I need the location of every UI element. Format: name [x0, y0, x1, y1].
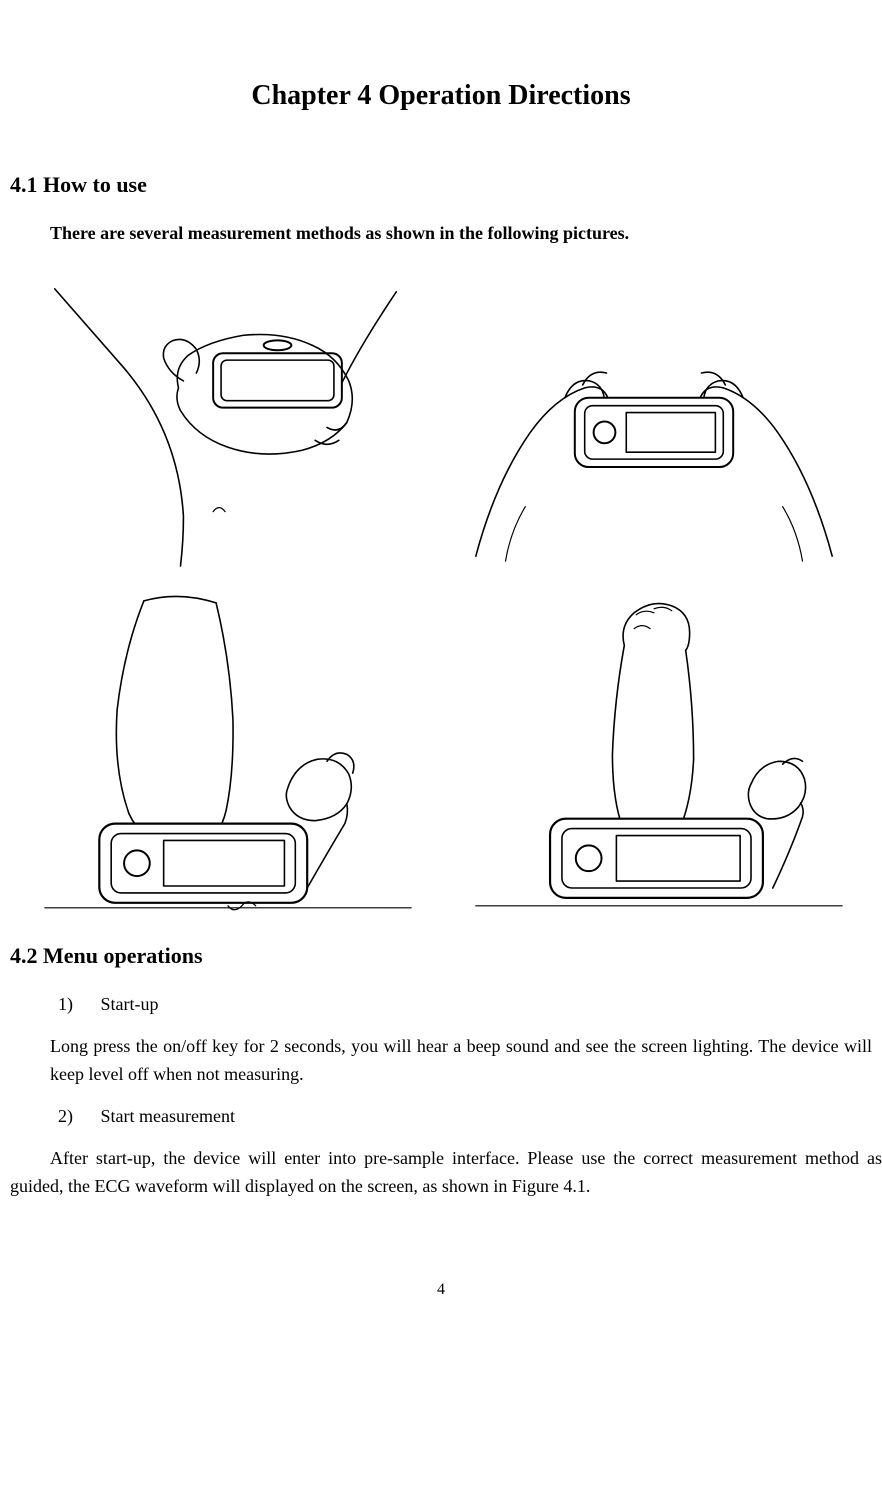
item-startup-number: 1): [58, 994, 96, 1015]
startup-paragraph: Long press the on/off key for 2 seconds,…: [50, 1033, 872, 1089]
chapter-title: Chapter 4 Operation Directions: [0, 80, 882, 112]
limb-on-device-illustration: [30, 591, 426, 918]
section-4-2-heading: 4.2 Menu operations: [10, 943, 882, 969]
item-start-measurement-label: Start measurement: [101, 1106, 235, 1126]
item-startup: 1) Start-up: [58, 994, 882, 1015]
section-4-1-intro: There are several measurement methods as…: [50, 223, 882, 244]
item-start-measurement: 2) Start measurement: [58, 1106, 882, 1127]
item-start-measurement-number: 2): [58, 1106, 96, 1127]
page-number: 4: [0, 1281, 882, 1299]
figure-limb-on-device: [30, 591, 426, 918]
figure-wrist-on-device: [456, 591, 852, 918]
figure-chest-measurement: [30, 274, 426, 571]
start-measurement-paragraph: After start-up, the device will enter in…: [10, 1145, 882, 1201]
chest-measurement-illustration: [30, 274, 426, 571]
figure-two-hands: [456, 274, 852, 571]
wrist-on-device-illustration: [456, 591, 852, 918]
measurement-figure-grid: [30, 274, 852, 918]
item-startup-label: Start-up: [101, 994, 159, 1014]
section-4-1-heading: 4.1 How to use: [10, 172, 882, 198]
two-hands-illustration: [456, 274, 852, 571]
